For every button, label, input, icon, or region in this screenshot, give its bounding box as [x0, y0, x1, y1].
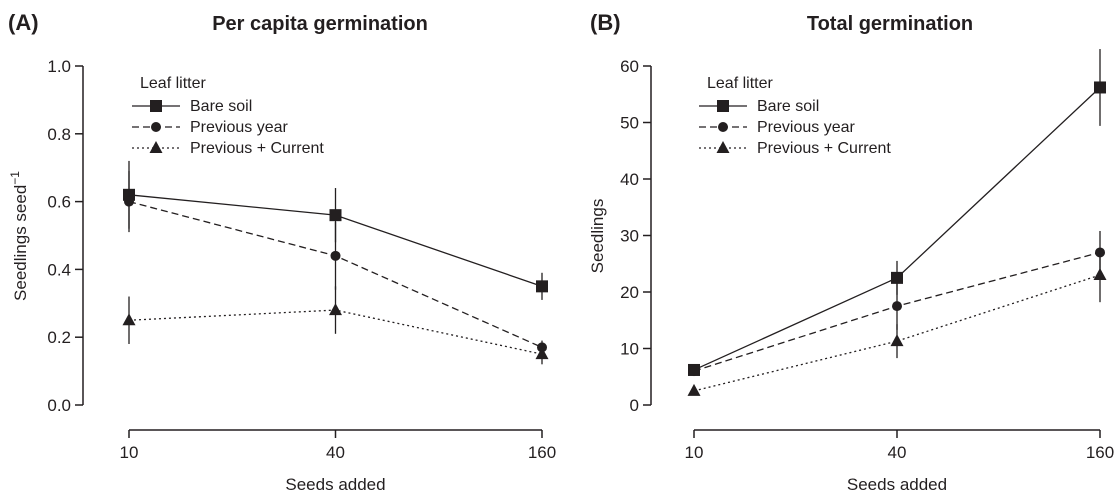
x-tick-label: 160: [528, 443, 556, 462]
data-point-bare-soil: [1094, 81, 1106, 94]
data-point-bare-soil: [891, 271, 903, 284]
y-tick-label: 1.0: [47, 57, 71, 76]
y-axis-title-text: Seedlings: [588, 199, 607, 274]
series-bare-soil: [688, 49, 1106, 376]
series-previous-current: [687, 247, 1107, 396]
legend-marker-bare-soil: [717, 100, 729, 112]
data-point-previous-year: [330, 250, 341, 261]
series-line-previous-current: [693, 274, 1101, 392]
legend-marker-previous-year: [151, 122, 161, 132]
data-point-bare-soil: [536, 280, 548, 293]
legend-label-previous-year: Previous year: [757, 119, 855, 136]
legend-label-previous-current: Previous + Current: [190, 140, 324, 157]
legend-marker-bare-soil: [150, 100, 162, 112]
legend: Leaf litter Bare soil Previous year Previou…: [132, 75, 324, 157]
y-tick-label: 40: [620, 170, 639, 189]
data-point-previous-current: [890, 334, 904, 347]
y-tick-label: 10: [620, 340, 639, 359]
y-tick-label: 50: [620, 114, 639, 133]
series-previous-current: [122, 286, 549, 365]
x-tick-label: 160: [1086, 443, 1114, 462]
legend-label-previous-current: Previous + Current: [757, 140, 891, 157]
data-point-previous-current: [687, 383, 701, 396]
y-tick-label: 30: [620, 227, 639, 246]
legend-marker-previous-current: [716, 141, 730, 153]
y-tick-label: 20: [620, 283, 639, 302]
data-point-previous-current: [1093, 268, 1107, 281]
legend-label-bare-soil: Bare soil: [757, 98, 819, 115]
y-tick-label: 0.6: [47, 193, 71, 212]
x-tick-label: 10: [120, 443, 139, 462]
y-tick-label: 0.8: [47, 125, 71, 144]
x-tick-label: 40: [888, 443, 907, 462]
panel-label: (A): [8, 10, 39, 35]
x-axis-title: Seeds added: [285, 475, 385, 494]
y-axis-title: Seedlings: [588, 199, 607, 274]
legend: Leaf litter Bare soil Previous year Previou…: [699, 75, 891, 157]
chart-panel-a: (A) Per capita germination 0.0 0.2 0.4 0.6 0.8…: [8, 10, 556, 494]
series-previous-year: [124, 171, 547, 355]
data-point-previous-year: [124, 196, 134, 207]
data-point-previous-year: [689, 366, 699, 377]
data-point-previous-current: [329, 303, 342, 316]
data-point-previous-year: [892, 301, 902, 312]
data-point-previous-current: [122, 313, 136, 326]
y-tick-label: 0: [630, 396, 639, 415]
x-tick-label: 40: [326, 443, 345, 462]
legend-title: Leaf litter: [707, 75, 773, 92]
y-axis-title-text: Seedlings seed: [11, 185, 30, 301]
y-tick-label: 60: [620, 57, 639, 76]
data-point-previous-current: [535, 347, 549, 360]
legend-label-previous-year: Previous year: [190, 119, 288, 136]
chart-title: Per capita germination: [212, 13, 428, 35]
chart-title: Total germination: [807, 13, 973, 35]
y-axis-title-superscript: −1: [8, 171, 22, 185]
y-tick-label: 0.4: [47, 260, 71, 279]
legend-title: Leaf litter: [140, 75, 206, 92]
chart-panel-b: (B) Total germination 0 10 20 30 40 50 60 10 40 160…: [588, 10, 1114, 494]
y-tick-label: 0.0: [47, 396, 71, 415]
panel-label: (B): [590, 10, 621, 35]
legend-label-bare-soil: Bare soil: [190, 98, 252, 115]
x-axis-title: Seeds added: [847, 475, 947, 494]
legend-marker-previous-year: [718, 122, 728, 132]
y-axis-title: Seedlings seed−1: [8, 171, 30, 301]
legend-marker-previous-current: [149, 141, 163, 153]
data-point-bare-soil: [329, 209, 342, 222]
x-tick-label: 10: [685, 443, 704, 462]
y-tick-label: 0.2: [47, 328, 71, 347]
